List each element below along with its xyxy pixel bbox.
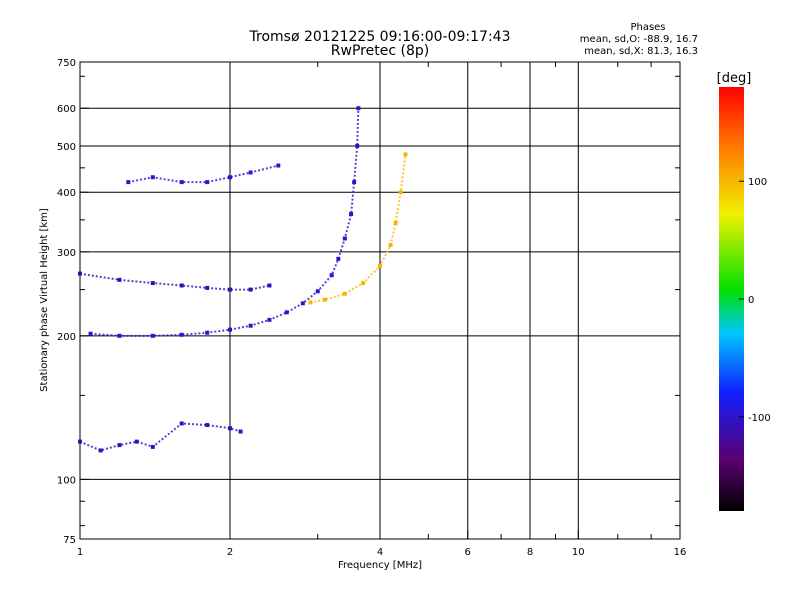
data-point [228,426,232,431]
y-tick-label: 75 [63,535,76,546]
series-trace [79,272,270,291]
data-point [378,264,382,269]
y-tick-label: 750 [57,58,76,69]
data-point [179,283,184,288]
data-point [150,175,155,180]
x-tick-label: 8 [527,547,533,558]
y-tick-label: 400 [57,188,76,199]
data-point [267,283,272,288]
data-point [356,106,361,111]
data-point [150,333,155,338]
data-point [88,331,93,336]
data-point [342,291,347,296]
y-tick-label: 100 [57,475,76,486]
data-point [267,317,272,322]
series-trace [90,108,360,337]
data-point [205,285,210,290]
colorbar-label: [deg] [717,71,752,86]
data-point [78,439,82,444]
chart-title: Tromsø 20121225 09:16:00-09:17:43 [249,29,511,45]
y-tick-label: 500 [57,142,76,153]
x-tick-label: 16 [674,547,687,558]
y-axis-ticks: 75 100 200 300 400 500 600 750 [57,58,680,546]
data-point [205,330,210,335]
data-point [336,256,341,261]
data-point [134,439,139,444]
y-tick-label: 300 [57,248,76,259]
data-point [205,423,210,428]
data-point [179,180,184,185]
data-point [329,273,334,278]
data-point [98,448,103,453]
x-axis-ticks: 1 2 4 6 8 10 16 [77,62,687,558]
y-tick-label: 600 [57,104,76,115]
data-point [126,180,131,185]
data-point [342,236,347,241]
data-point [117,277,122,282]
x-tick-label: 2 [227,547,233,558]
data-point [276,163,281,168]
data-point [117,443,122,448]
legend-title: Phases [630,22,665,33]
data-point [228,175,232,180]
colorbar-ticks: 100 0 -100 [739,177,771,424]
data-point [228,287,232,292]
data-point [393,220,398,225]
data-point [308,300,313,305]
data-point [179,421,184,426]
colorbar-tick-label: 0 [748,295,754,306]
data-point [284,310,289,315]
legend-line-x: mean, sd,X: 81.3, 16.3 [584,46,698,57]
x-tick-label: 4 [377,547,383,558]
data-point [150,281,155,286]
data-point [352,180,357,185]
data-point [78,271,82,276]
legend: Phases mean, sd,O: -88.9, 16.7 mean, sd,… [580,22,698,57]
colorbar-tick-label: 100 [748,177,767,188]
data-point [117,333,122,338]
data-point [248,323,253,328]
data-point [179,332,184,337]
data-point [388,243,393,248]
colorbar: [deg] 100 0 -100 [717,71,771,511]
data-point [355,143,360,148]
data-point [322,297,327,302]
grid [80,62,680,539]
y-axis-label: Stationary phase Virtual Height [km] [39,208,50,392]
data-point [315,289,320,294]
data-point [248,170,253,175]
x-tick-label: 1 [77,547,83,558]
y-tick-label: 200 [57,332,76,343]
data-point [248,287,253,292]
plot-area: 1 2 4 6 8 10 16 75 100 200 300 400 500 600 750 [57,58,686,558]
data-point [403,152,408,157]
x-tick-label: 6 [465,547,471,558]
data-point [349,212,354,217]
data-point [150,444,155,449]
data-point [300,301,305,306]
legend-line-o: mean, sd,O: -88.9, 16.7 [580,34,698,45]
chart-subtitle: RwPretec (8p) [331,43,429,59]
colorbar-tick-label: -100 [748,413,771,424]
data-point [361,281,366,286]
data-point [205,180,210,185]
x-tick-label: 10 [572,547,585,558]
data-point [238,429,243,434]
data-point [398,190,403,195]
data-point [228,327,232,332]
data-points [78,106,408,453]
x-axis-label: Frequency [MHz] [338,560,422,571]
